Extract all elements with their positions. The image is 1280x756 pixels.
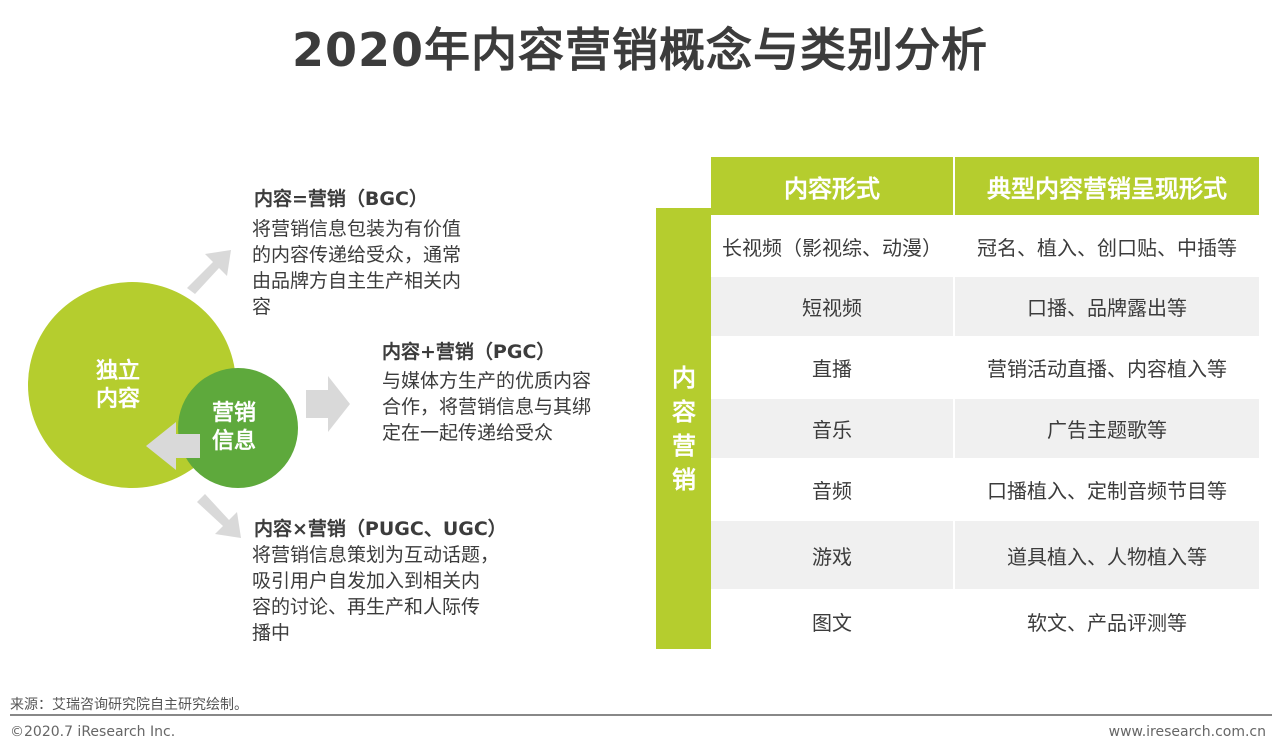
header-marketing-form: 典型内容营销呈现形式 (954, 157, 1261, 216)
pgc-title: 内容+营销（PGC） (382, 341, 556, 363)
table-row: 直播 营销活动直播、内容植入等 (711, 336, 1261, 398)
marketing-info-circle (178, 368, 298, 488)
page-title: 2020年内容营销概念与类别分析 (291, 23, 989, 77)
content-marketing-side-label: 内容营销 (656, 208, 712, 649)
ugc-text: 将营销信息策划为互动话题， 吸引用户自发加入到相关内 容的讨论、再生产和人际传 … (252, 544, 500, 644)
bgc-title: 内容=营销（BGC） (254, 188, 428, 210)
arrow-up-right-icon (187, 250, 231, 294)
copyright: ©2020.7 iResearch Inc. (10, 724, 176, 740)
arrow-right-icon (306, 376, 350, 432)
pgc-text: 与媒体方生产的优质内容 合作，将营销信息与其绑 定在一起传递给受众 (382, 370, 592, 444)
table-row: 短视频 口播、品牌露出等 (711, 275, 1261, 337)
footer-divider (10, 714, 1272, 716)
independent-content-label: 独立 内容 (96, 359, 141, 412)
header-content-form: 内容形式 (711, 157, 955, 216)
ugc-title: 内容×营销（PUGC、UGC） (254, 518, 507, 540)
arrow-down-right-icon (197, 494, 241, 538)
arrow-left-icon (146, 422, 200, 470)
table-row: 长视频（影视综、动漫） 冠名、植入、创口贴、中插等 (711, 215, 1261, 276)
content-form-table: 内容形式 典型内容营销呈现形式 长视频（影视综、动漫） 冠名、植入、创口贴、中插等 … (711, 157, 1261, 652)
table-row: 图文 软文、产品评测等 (711, 589, 1261, 652)
source-note: 来源：艾瑞咨询研究院自主研究绘制。 (10, 697, 248, 713)
table-row: 音频 口播植入、定制音频节目等 (711, 458, 1261, 520)
bgc-text: 将营销信息包装为有价值 的内容传递给受众，通常 由品牌方自主生产相关内 容 (252, 218, 462, 318)
marketing-info-label: 营销 信息 (212, 401, 257, 454)
website-link[interactable]: www.iresearch.com.cn (1108, 724, 1266, 740)
table-row: 游戏 道具植入、人物植入等 (711, 519, 1261, 590)
table-row: 音乐 广告主题歌等 (711, 397, 1261, 459)
